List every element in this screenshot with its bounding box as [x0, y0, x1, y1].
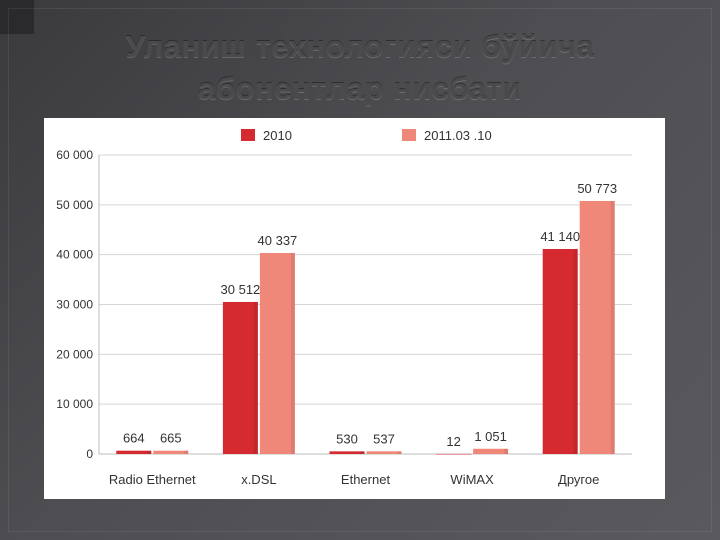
bar-20110310-4	[579, 200, 615, 454]
x-category-label-0: Radio Ethernet	[109, 472, 196, 487]
bar-2010-0	[116, 450, 152, 454]
slide-title: Уланиш технологияси бўйича абонентлар ни…	[0, 26, 720, 110]
y-tick-label-0: 0	[86, 447, 93, 461]
data-label-1-4: 50 773	[577, 181, 617, 196]
bar-shade-0-4	[573, 248, 578, 454]
legend-label-0: 2010	[263, 128, 292, 143]
y-tick-label-50000: 50 000	[56, 198, 93, 212]
legend-swatch-0	[241, 129, 255, 141]
y-tick-label-10000: 10 000	[56, 397, 93, 411]
data-label-0-4: 41 140	[540, 229, 580, 244]
legend-swatch-1	[402, 129, 416, 141]
data-label-1-2: 537	[373, 431, 395, 446]
y-tick-label-20000: 20 000	[56, 347, 93, 361]
data-label-0-0: 664	[123, 431, 145, 446]
bar-shade-1-2	[397, 451, 402, 454]
data-label-1-0: 665	[160, 431, 182, 446]
bar-shade-0-1	[253, 301, 258, 454]
y-tick-label-40000: 40 000	[56, 248, 93, 262]
bar-shade-0-3	[467, 453, 472, 455]
bar-shade-1-4	[610, 200, 615, 454]
data-label-0-1: 30 512	[221, 282, 261, 297]
data-label-1-3: 1 051	[474, 429, 507, 444]
bar-shade-1-0	[184, 450, 189, 454]
x-category-label-2: Ethernet	[341, 472, 391, 487]
y-tick-label-60000: 60 000	[56, 148, 93, 162]
bar-2010-4	[542, 248, 578, 454]
chart-panel: 0 10 000 20 000 30 000 40 000 50 000 60 000 664…	[44, 118, 665, 499]
title-line-1: Уланиш технологияси бўйича	[125, 29, 595, 64]
bar-20110310-0	[153, 450, 189, 454]
bar-shade-0-0	[147, 450, 152, 454]
title-line-2: абонентлар нисбати	[198, 71, 522, 106]
data-label-0-2: 530	[336, 431, 358, 446]
data-label-1-1: 40 337	[258, 233, 298, 248]
bar-chart: 0 10 000 20 000 30 000 40 000 50 000 60 000 664…	[56, 128, 632, 487]
bar-2010-1	[222, 301, 258, 454]
bar-2010-3	[436, 453, 472, 455]
legend-label-1: 2011.03 .10	[424, 128, 492, 143]
corner-decoration	[0, 0, 34, 34]
bar-20110310-3	[473, 448, 509, 454]
data-label-0-3: 12	[446, 434, 460, 449]
bar-2010-2	[329, 451, 365, 454]
bar-shade-1-3	[504, 448, 509, 454]
bar-shade-0-2	[360, 451, 365, 454]
x-category-label-3: WiMAX	[450, 472, 494, 487]
x-category-label-1: x.DSL	[241, 472, 276, 487]
bar-20110310-1	[259, 252, 295, 454]
x-category-label-4: Другое	[558, 472, 599, 487]
y-tick-label-30000: 30 000	[56, 298, 93, 312]
bar-shade-1-1	[290, 252, 295, 454]
bar-20110310-2	[366, 451, 402, 454]
